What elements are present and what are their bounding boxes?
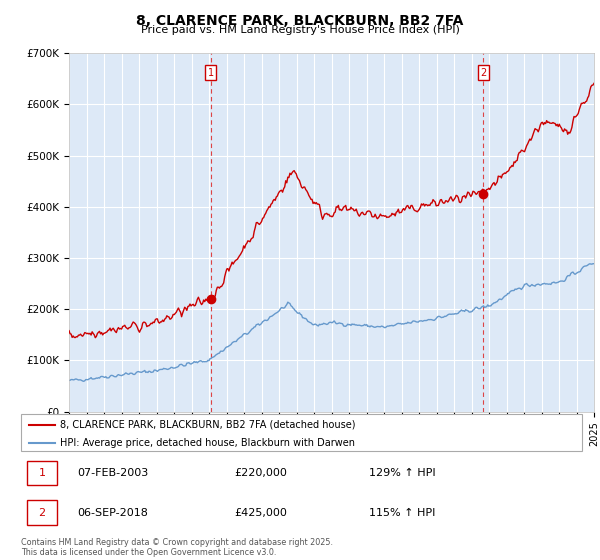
Text: 2: 2 [38, 508, 46, 518]
Text: Price paid vs. HM Land Registry's House Price Index (HPI): Price paid vs. HM Land Registry's House … [140, 25, 460, 35]
Text: 06-SEP-2018: 06-SEP-2018 [77, 508, 148, 518]
Text: HPI: Average price, detached house, Blackburn with Darwen: HPI: Average price, detached house, Blac… [60, 438, 355, 448]
Text: 07-FEB-2003: 07-FEB-2003 [77, 468, 148, 478]
Text: 1: 1 [208, 68, 214, 77]
Text: £220,000: £220,000 [234, 468, 287, 478]
Text: 8, CLARENCE PARK, BLACKBURN, BB2 7FA (detached house): 8, CLARENCE PARK, BLACKBURN, BB2 7FA (de… [60, 419, 356, 430]
Text: 115% ↑ HPI: 115% ↑ HPI [369, 508, 435, 518]
FancyBboxPatch shape [26, 460, 58, 486]
FancyBboxPatch shape [26, 500, 58, 525]
Text: 2: 2 [480, 68, 487, 77]
Text: Contains HM Land Registry data © Crown copyright and database right 2025.
This d: Contains HM Land Registry data © Crown c… [21, 538, 333, 557]
Text: 129% ↑ HPI: 129% ↑ HPI [369, 468, 436, 478]
Text: £425,000: £425,000 [234, 508, 287, 518]
Text: 1: 1 [38, 468, 46, 478]
Text: 8, CLARENCE PARK, BLACKBURN, BB2 7FA: 8, CLARENCE PARK, BLACKBURN, BB2 7FA [136, 14, 464, 28]
